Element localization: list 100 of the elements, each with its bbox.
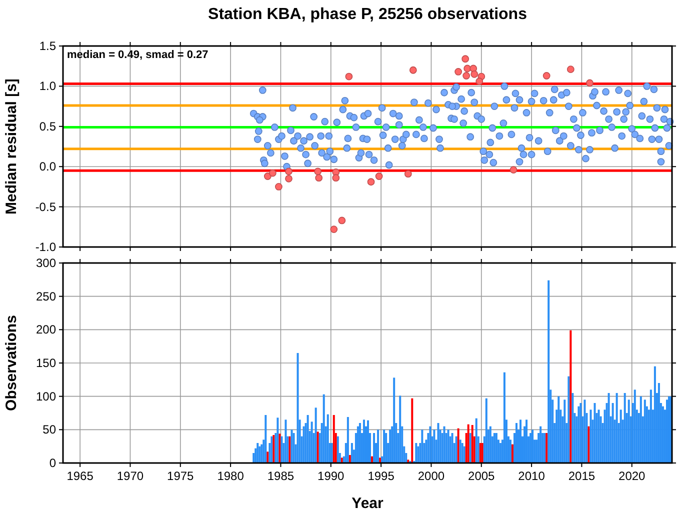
bar [530,433,532,463]
bar [417,446,420,463]
x-tick-label: 2020 [618,469,646,483]
bar [389,430,392,463]
point [404,170,412,178]
x-axis-title: Year [352,495,384,511]
y-tick-label: 100 [36,389,56,404]
bar [467,424,470,463]
bar [326,414,329,463]
x-tick-label: 1985 [267,469,294,483]
bar [443,426,446,463]
bar [650,390,652,463]
bar [479,443,482,463]
y-tick-label: -1.0 [35,240,56,254]
x-tick-label: 2000 [418,469,445,483]
y-axis-title: Median residual [s] [3,78,20,214]
bar [520,420,522,463]
point [586,79,594,87]
bar [628,400,630,463]
point [367,178,375,186]
bar [256,443,259,463]
bar [459,440,462,463]
bar [624,393,626,463]
bar [634,390,636,463]
bar [532,430,534,463]
bar [471,425,474,463]
y-tick-label: 150 [36,356,56,370]
bar [668,396,670,463]
bar [278,434,281,463]
y-tick-label: 0.5 [39,119,56,134]
bar [346,417,349,463]
y-tick-label: 50 [42,422,56,437]
x-tick-label: 2005 [468,469,496,483]
bar [373,433,376,463]
bar [356,426,359,463]
bar [433,430,436,463]
y-tick-label: 200 [36,322,56,337]
bar [658,383,660,463]
chart-title: Station KBA, phase P, 25256 observations [208,6,528,23]
bar [509,440,512,463]
bar [558,396,560,463]
point [462,55,470,63]
bar [415,443,418,463]
bar [306,415,309,463]
bar [654,366,656,463]
bar [598,410,600,463]
x-tick-label: 1970 [116,469,144,483]
bar [451,433,454,463]
point [275,183,282,190]
point [510,166,518,174]
y-tick-label: -0.5 [35,200,56,214]
y-tick-label: 0 [49,456,56,470]
annotation: median = 0.49, smad = 0.27 [67,49,208,61]
bar [266,452,269,463]
bar [594,403,596,463]
point [330,226,338,234]
bar [511,444,514,463]
x-tick-label: 1995 [368,469,395,483]
bar [276,418,279,463]
bar [296,353,299,463]
bar [399,396,402,463]
bar [421,430,424,463]
bar [393,378,396,463]
point [285,174,292,182]
bar [572,393,574,463]
point [542,72,550,80]
bar [457,428,460,463]
bar [377,430,380,463]
y-tick-label: 1.5 [39,39,56,53]
bar [302,426,305,463]
bar [336,436,339,463]
bar [367,420,369,463]
bar [350,443,353,463]
bar [570,330,572,463]
bar [590,410,592,463]
point [566,66,574,74]
point [338,216,346,224]
y-axis-title: Observations [3,315,20,411]
bar [548,280,550,463]
bar [616,393,618,463]
bar [463,446,466,463]
x-tick-label: 1965 [66,469,94,483]
bar [640,396,642,463]
bar [348,455,351,463]
bar [481,443,484,463]
bar [362,420,365,463]
y-tick-label: 0.0 [39,160,56,174]
bar [580,403,582,463]
bar [608,393,610,463]
point [285,168,292,176]
y-tick-label: 250 [36,289,56,304]
point [345,72,353,80]
bar [447,430,450,463]
bar [475,418,478,463]
bar [280,436,283,463]
bar [588,426,590,463]
bar [385,433,388,463]
x-tick-label: 2015 [568,469,596,483]
point [332,174,340,182]
bar [292,433,295,463]
